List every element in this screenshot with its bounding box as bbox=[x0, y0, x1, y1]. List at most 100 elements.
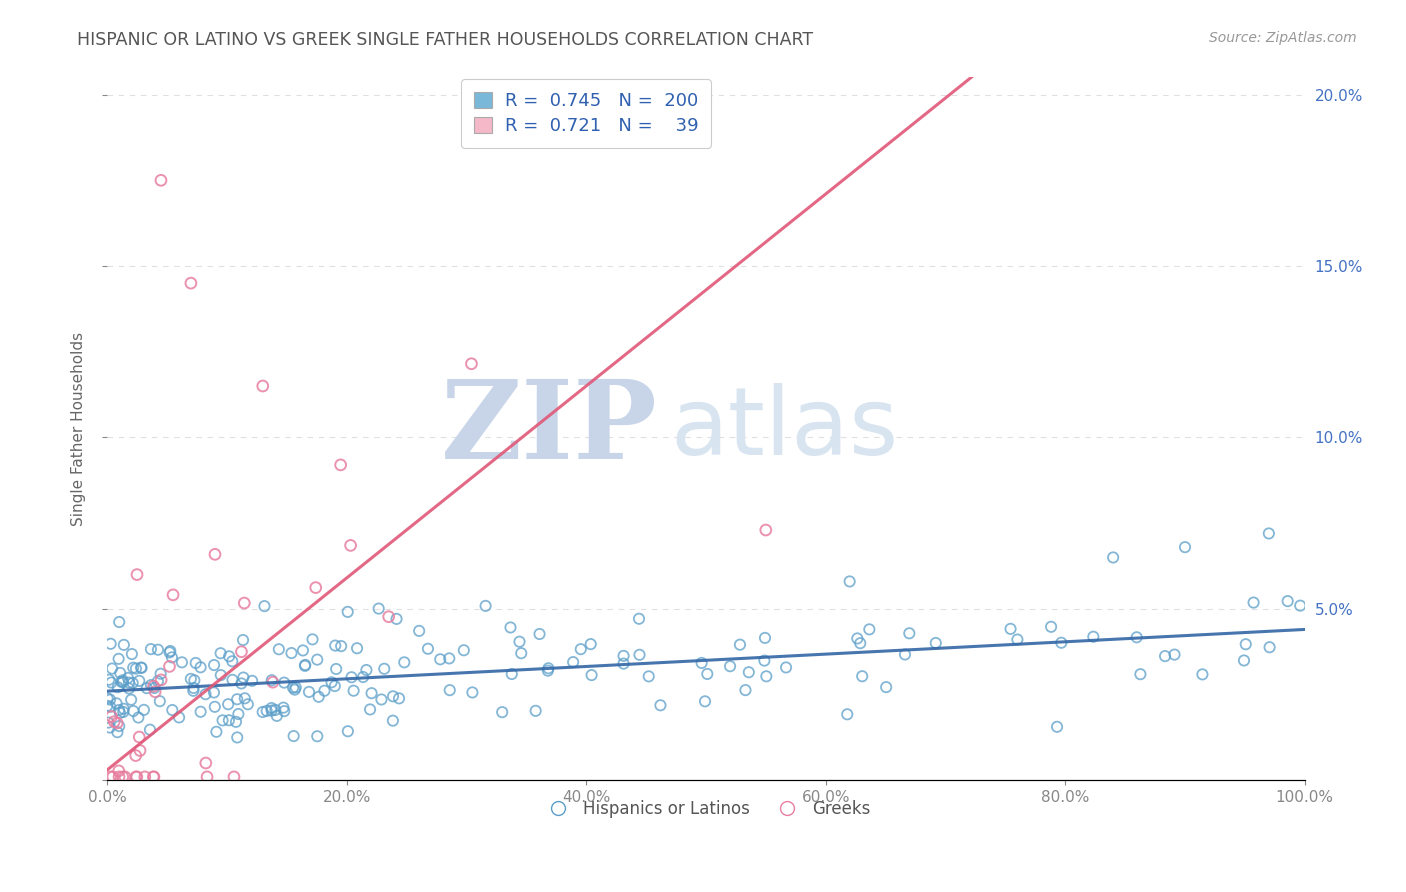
Point bbox=[128, 673, 150, 688]
Point bbox=[385, 612, 408, 626]
Point bbox=[837, 707, 859, 722]
Point bbox=[461, 685, 484, 699]
Point bbox=[108, 703, 131, 717]
Point bbox=[1007, 632, 1029, 647]
Point bbox=[190, 660, 212, 674]
Point bbox=[209, 668, 232, 682]
Point bbox=[510, 646, 533, 660]
Point bbox=[233, 596, 256, 610]
Point bbox=[117, 671, 139, 685]
Point bbox=[131, 661, 153, 675]
Point bbox=[111, 770, 134, 784]
Point bbox=[260, 701, 283, 715]
Point bbox=[273, 700, 295, 714]
Point bbox=[280, 646, 302, 660]
Point bbox=[501, 667, 523, 681]
Point bbox=[129, 743, 152, 757]
Point bbox=[112, 638, 135, 652]
Point bbox=[167, 710, 190, 724]
Point bbox=[108, 706, 131, 720]
Point bbox=[125, 748, 148, 763]
Point bbox=[240, 673, 263, 688]
Point bbox=[162, 588, 184, 602]
Point bbox=[111, 675, 134, 690]
Point bbox=[439, 651, 461, 665]
Point bbox=[1234, 637, 1257, 651]
Legend: Hispanics or Latinos, Greeks: Hispanics or Latinos, Greeks bbox=[534, 793, 877, 825]
Point bbox=[143, 681, 166, 695]
Point bbox=[382, 690, 405, 704]
Point bbox=[221, 673, 243, 687]
Point bbox=[149, 666, 172, 681]
Point bbox=[252, 705, 274, 719]
Point bbox=[103, 714, 125, 729]
Point bbox=[284, 682, 307, 697]
Point bbox=[180, 276, 202, 290]
Point bbox=[112, 702, 135, 716]
Point bbox=[416, 641, 439, 656]
Point bbox=[100, 770, 122, 784]
Point bbox=[323, 639, 346, 653]
Point bbox=[308, 690, 330, 704]
Point bbox=[305, 581, 328, 595]
Point bbox=[221, 654, 243, 668]
Point bbox=[111, 673, 134, 688]
Point bbox=[342, 683, 364, 698]
Point bbox=[439, 683, 461, 698]
Point bbox=[232, 671, 254, 685]
Point bbox=[491, 705, 513, 719]
Point bbox=[499, 620, 522, 634]
Point bbox=[696, 667, 718, 681]
Point bbox=[96, 691, 118, 706]
Point bbox=[195, 770, 218, 784]
Point bbox=[693, 694, 716, 708]
Point bbox=[849, 636, 872, 650]
Point bbox=[1258, 640, 1281, 655]
Point bbox=[755, 669, 778, 683]
Point bbox=[233, 691, 256, 706]
Point bbox=[260, 673, 283, 688]
Point bbox=[149, 694, 172, 708]
Point bbox=[100, 637, 122, 651]
Point bbox=[183, 673, 205, 688]
Point bbox=[128, 730, 150, 744]
Point bbox=[150, 673, 173, 687]
Point bbox=[96, 698, 118, 713]
Y-axis label: Single Father Households: Single Father Households bbox=[72, 332, 86, 526]
Point bbox=[211, 714, 233, 728]
Point bbox=[562, 655, 585, 669]
Point bbox=[273, 704, 295, 718]
Point bbox=[253, 599, 276, 614]
Point bbox=[202, 685, 225, 699]
Point bbox=[101, 662, 124, 676]
Point bbox=[108, 719, 131, 733]
Point bbox=[1050, 636, 1073, 650]
Point bbox=[217, 698, 239, 712]
Point bbox=[1191, 667, 1213, 681]
Point bbox=[181, 683, 204, 698]
Point bbox=[340, 670, 363, 684]
Point bbox=[291, 643, 314, 657]
Point bbox=[754, 631, 776, 645]
Point bbox=[134, 770, 156, 784]
Point bbox=[352, 670, 374, 684]
Point bbox=[381, 714, 404, 728]
Point bbox=[370, 692, 392, 706]
Point bbox=[222, 770, 245, 784]
Point bbox=[537, 664, 560, 678]
Point bbox=[429, 652, 451, 666]
Point bbox=[110, 674, 132, 689]
Point bbox=[613, 657, 636, 671]
Point bbox=[329, 458, 352, 472]
Point bbox=[294, 657, 316, 672]
Point bbox=[266, 709, 288, 723]
Point bbox=[159, 659, 181, 673]
Point bbox=[508, 634, 530, 648]
Point bbox=[346, 641, 368, 656]
Point bbox=[336, 605, 359, 619]
Point bbox=[159, 645, 181, 659]
Point bbox=[1102, 550, 1125, 565]
Point bbox=[125, 567, 148, 582]
Point bbox=[142, 770, 165, 784]
Point bbox=[627, 612, 650, 626]
